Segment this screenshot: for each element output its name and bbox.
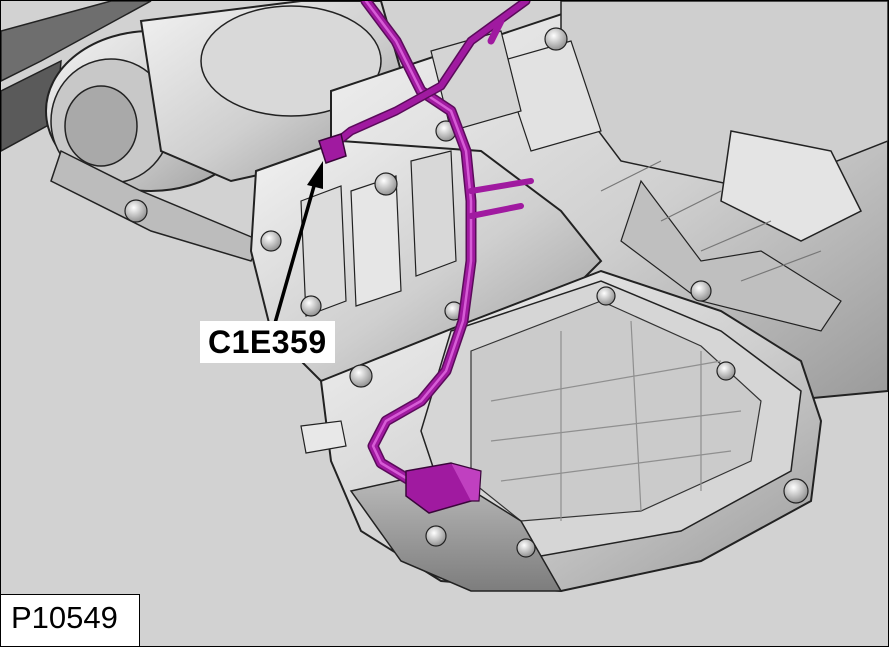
callout-label: C1E359 [200, 321, 335, 363]
leader-arrow [273, 161, 323, 324]
compressor [45, 1, 403, 262]
sump-connector [405, 462, 482, 514]
figure-id: P10549 [1, 594, 140, 646]
belt-drive [1, 1, 152, 152]
wiring-harness [321, 1, 534, 487]
connector-c1e359 [318, 133, 347, 164]
oil-pan [300, 269, 823, 593]
gearbox-housing [249, 30, 603, 383]
